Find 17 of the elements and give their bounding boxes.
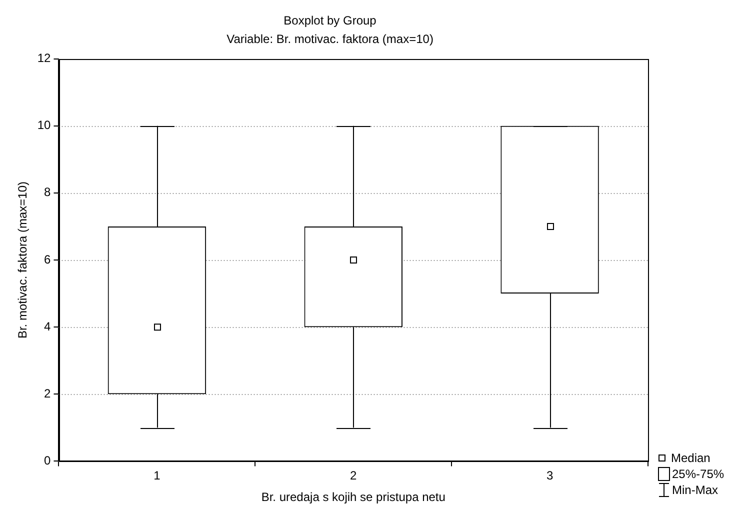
y-tick-label: 12	[37, 51, 52, 66]
x-axis-title: Br. uredaja s kojih se pristupa netu	[261, 490, 446, 504]
x-tick-label: 2	[350, 468, 358, 483]
text: 25%-75%	[672, 466, 724, 482]
y-tick-label: 6	[44, 252, 52, 266]
y-tick-label: 8	[44, 185, 52, 200]
chart-title: Boxplot by Group	[284, 14, 377, 28]
x-tick-label: 1	[154, 468, 161, 483]
y-axis-title: Br. motivac. faktora (max=10)	[16, 181, 30, 339]
y-tick-label: 2	[44, 386, 52, 400]
text: Median	[671, 450, 710, 466]
x-tick-label: 3	[546, 468, 554, 483]
chart-subtitle: Variable: Br. motivac. faktora (max=10)	[226, 32, 434, 46]
y-tick-label: 0	[44, 454, 52, 468]
text: Min-Max	[672, 482, 718, 498]
y-tick-label: 4	[44, 319, 52, 334]
y-tick-label: 10	[37, 118, 52, 132]
